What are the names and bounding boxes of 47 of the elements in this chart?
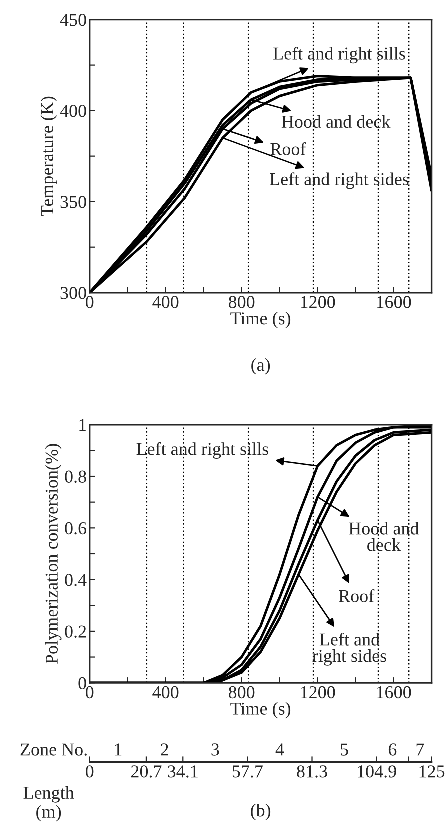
x-tick-label: 1200 xyxy=(301,296,336,308)
text: 3 xyxy=(212,744,220,756)
annotation: Hood and deck xyxy=(349,522,420,552)
x-tick-label: 800 xyxy=(228,686,255,699)
x2-tick-label: 57.7 xyxy=(232,766,263,778)
annotation: Hood and deck xyxy=(282,115,391,128)
x-tick-label: 400 xyxy=(152,296,179,308)
annotation: Roof xyxy=(339,590,375,602)
text: 7 xyxy=(416,744,424,756)
x-tick-label: 400 xyxy=(152,686,179,699)
text: 2 xyxy=(161,744,168,756)
x-axis-title: Time (s) xyxy=(230,702,291,719)
text: 6 xyxy=(388,744,397,756)
annotation: Roof xyxy=(270,142,306,156)
x-axis-title: Time (s) xyxy=(230,312,291,328)
y-axis-title: Temperature (K) xyxy=(40,96,58,216)
x-tick-label: 800 xyxy=(228,296,255,308)
text: 1 xyxy=(115,744,122,756)
x-tick-label: 1200 xyxy=(301,686,336,699)
text: (a) xyxy=(252,358,270,375)
y-tick-label: 0.4 xyxy=(65,574,87,586)
text: (b) xyxy=(251,804,271,820)
y-tick-label: 300 xyxy=(60,287,86,300)
y-tick-label: 0.2 xyxy=(65,626,86,638)
y-tick-label: 0.8 xyxy=(65,470,86,484)
y-tick-label: 350 xyxy=(60,196,86,208)
x2-tick-label: 34.1 xyxy=(168,766,198,778)
text: Zone No. xyxy=(20,744,87,756)
y-axis-title: Polymerization conversion(%) xyxy=(45,444,62,664)
annotation: Left and right sills xyxy=(136,442,268,459)
y-tick-label: 1 xyxy=(80,419,86,432)
x2-tick-label: 125 xyxy=(420,766,445,778)
text: 5 xyxy=(341,744,348,756)
y-tick-label: 450 xyxy=(60,14,86,26)
x2-tick-label: 104.9 xyxy=(358,766,396,778)
x-tick-label: 1600 xyxy=(377,296,412,308)
x2-tick-label: 81.3 xyxy=(297,766,328,778)
text: 4 xyxy=(276,744,284,756)
y-tick-label: 400 xyxy=(60,105,86,118)
annotation: Left and right sides xyxy=(312,632,386,666)
x2-tick-label: 20.7 xyxy=(131,766,162,778)
annotation: Left and right sides xyxy=(270,172,409,190)
x2-axis-title: Length (m) xyxy=(24,786,74,822)
x-tick-label: 1600 xyxy=(377,686,412,699)
y-tick-label: 0 xyxy=(78,677,86,690)
y-tick-label: 0.6 xyxy=(65,522,87,535)
annotation: Left and right sills xyxy=(274,46,406,64)
